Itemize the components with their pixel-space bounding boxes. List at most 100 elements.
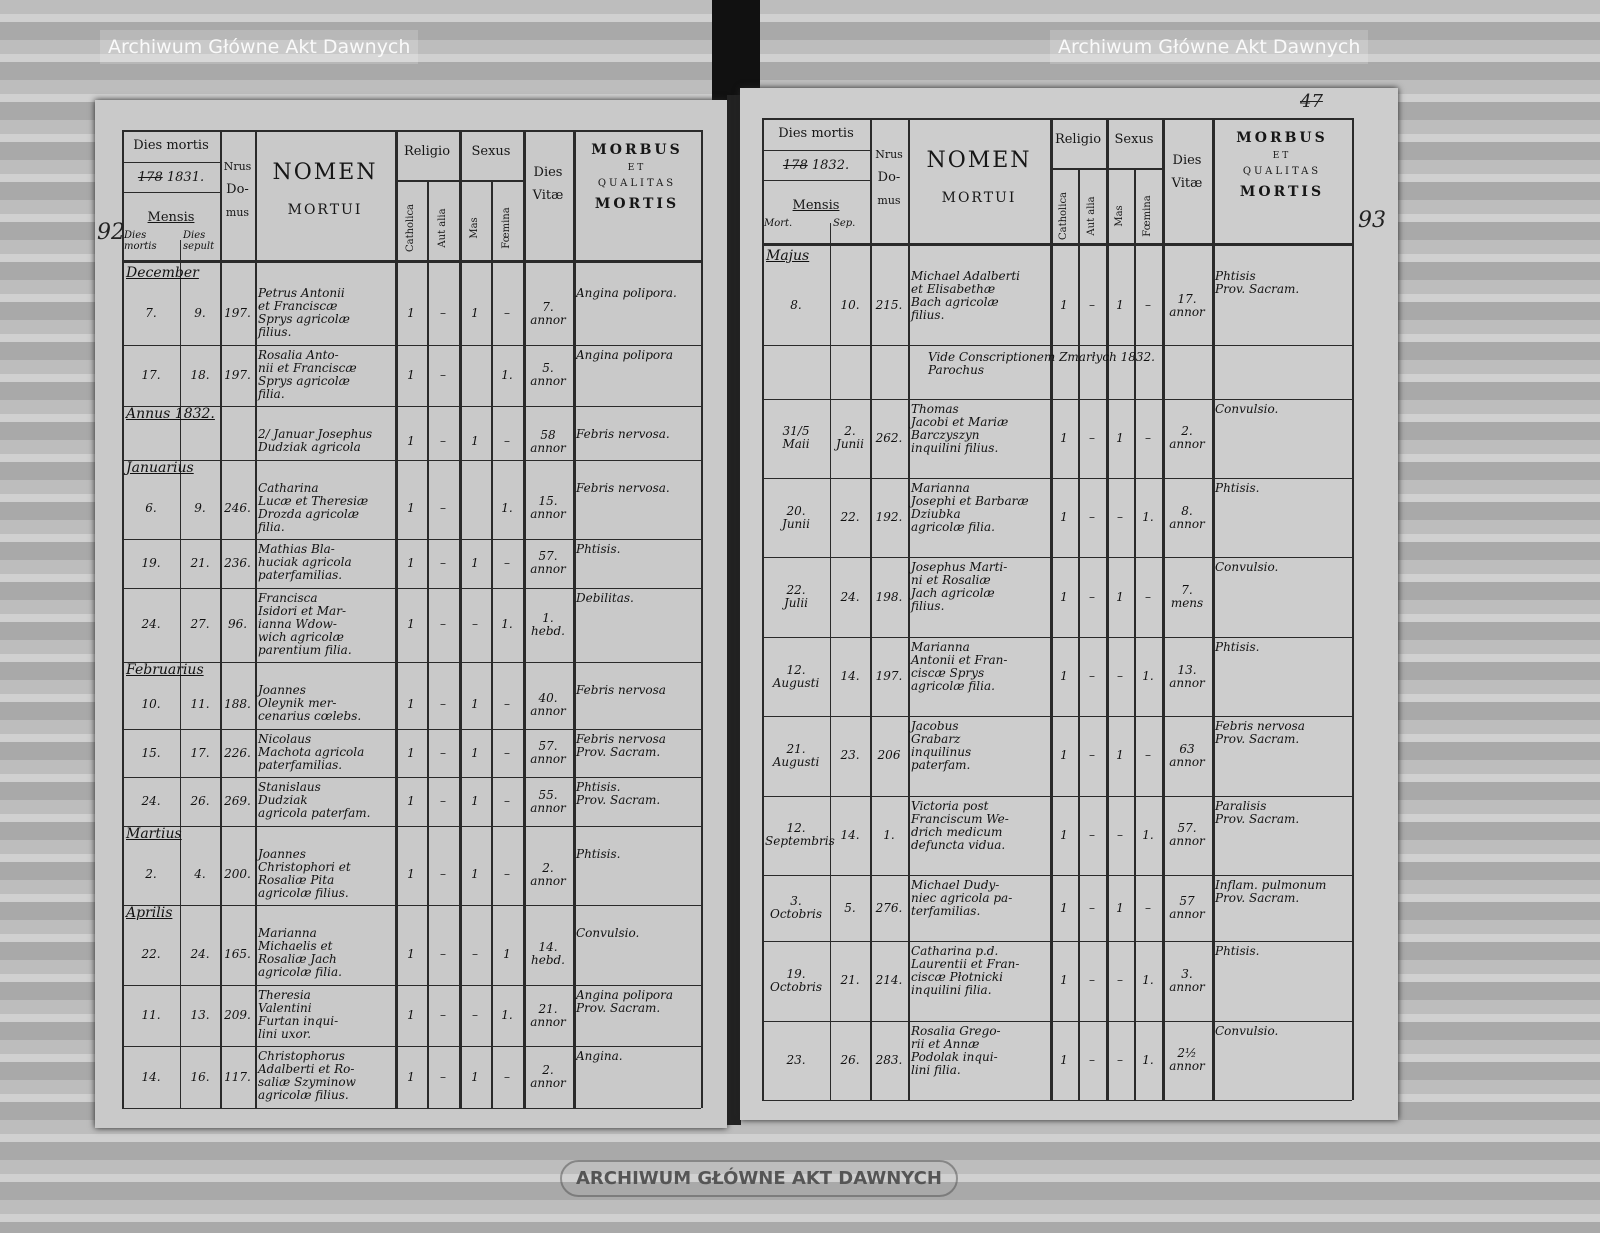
entry-mort: 12. Septembris	[765, 821, 835, 848]
entry-morbus: Phtisis.	[1215, 944, 1260, 958]
entry-vitae: 55. annor	[530, 788, 566, 815]
entry-domus: 276.	[875, 901, 903, 915]
entry-fem: –	[1145, 590, 1151, 604]
entry-fem: –	[1145, 431, 1151, 445]
entry-fem: –	[504, 1070, 510, 1084]
entry-vitae: 57. annor	[530, 739, 566, 766]
column-rule	[830, 223, 831, 1100]
archive-stamp-watermark: ARCHIWUM GŁÓWNE AKT DAWNYCH	[560, 1160, 958, 1197]
entry-nomen: Marianna Josephi et Barbaræ Dziubka agri…	[911, 481, 1029, 534]
month-label: December	[126, 265, 199, 281]
corner-note: 47	[1300, 91, 1323, 112]
entry-sep: 27.	[190, 617, 210, 631]
subheader-sep: Dies sepult	[183, 230, 215, 252]
entry-cath: 1	[1060, 973, 1068, 987]
entry-sep: 24.	[190, 947, 210, 961]
header-morbus: MORBUS	[1236, 130, 1328, 146]
header-nrus: Nrus	[223, 160, 252, 173]
entry-alia: –	[1089, 828, 1095, 842]
entry-fem: –	[1145, 901, 1151, 915]
entry-morbus: Phtisis.	[1215, 640, 1260, 654]
entry-morbus: Convulsio.	[576, 926, 640, 940]
subheader-mort: Mort.	[764, 218, 793, 229]
entry-nomen: Thomas Jacobi et Mariæ Barczyszyn inquil…	[911, 402, 1009, 455]
entry-alia: –	[1089, 973, 1095, 987]
entry-sep: 26.	[190, 794, 210, 808]
entry-sep: 4.	[194, 867, 206, 881]
entry-morbus: Phtisis.	[576, 847, 621, 861]
entry-mort: 21. Augusti	[772, 742, 820, 769]
entry-domus: 262.	[875, 431, 903, 445]
entry-mas: 1	[471, 697, 479, 711]
header-et: ET	[1272, 151, 1292, 161]
page-number: 92	[97, 220, 125, 245]
marginal-note: Vide Conscriptionem Zmarłych 1832. Paroc…	[928, 350, 1155, 378]
entry-alia: –	[440, 867, 446, 881]
entry-alia: –	[440, 556, 446, 570]
column-rule	[908, 118, 910, 1100]
entry-fem: 1.	[1142, 973, 1154, 987]
entry-cath: 1	[407, 434, 415, 448]
entry-morbus: Phtisis. Prov. Sacram.	[576, 780, 661, 807]
entry-mort: 12. Augusti	[772, 663, 820, 690]
header-bottom-rule	[122, 260, 701, 263]
column-rule	[459, 130, 462, 1108]
entry-vitae: 5. annor	[530, 361, 566, 388]
entry-sep: 5.	[844, 901, 856, 915]
header-religio: Religio	[403, 144, 451, 159]
entry-vitae: 14. hebd.	[530, 940, 565, 967]
entry-sep: 9.	[194, 501, 206, 515]
entry-morbus: Angina polipora Prov. Sacram.	[576, 988, 673, 1015]
column-rule	[1134, 168, 1136, 1100]
row-rule	[762, 399, 1352, 400]
entry-cath: 1	[1060, 1053, 1068, 1067]
column-rule	[701, 130, 703, 1108]
entry-domus: 165.	[224, 947, 251, 961]
entry-alia: –	[440, 501, 446, 515]
entry-nomen: Catharina p.d. Laurentii et Fran- ciscæ …	[911, 944, 1020, 997]
entry-sep: 23.	[840, 748, 860, 762]
entry-vitae: 17. annor	[1169, 292, 1205, 319]
book-spine	[712, 0, 760, 100]
row-rule	[122, 345, 701, 346]
row-rule	[122, 662, 701, 663]
entry-morbus: Febris nervosa Prov. Sacram.	[1215, 719, 1305, 746]
entry-mas: 1	[471, 794, 479, 808]
entry-nomen: 2/ Januar Josephus Dudziak agricola	[258, 427, 373, 454]
row-rule	[122, 826, 701, 827]
header-mensis: Mensis	[792, 198, 840, 213]
month-label: Annus 1832.	[126, 406, 215, 423]
entry-fem: 1.	[1142, 828, 1154, 842]
header-catholica: Catholica	[405, 203, 416, 253]
table-top-rule	[762, 118, 1352, 120]
entry-vitae: 63 annor	[1169, 742, 1205, 769]
entry-mas: 1	[1116, 901, 1124, 915]
subheader-sep: Sep.	[833, 218, 856, 229]
entry-nomen: Stanislaus Dudziak agricola paterfam.	[258, 780, 371, 820]
row-rule	[122, 539, 701, 540]
entry-alia: –	[440, 794, 446, 808]
entry-nomen: Jacobus Grabarz inquilinus paterfam.	[911, 719, 972, 772]
religio-sexus-rule	[395, 180, 523, 182]
entry-alia: –	[440, 617, 446, 631]
entry-mas: 1	[471, 746, 479, 760]
entry-mort: 22.	[141, 947, 161, 961]
page-number: 93	[1358, 208, 1386, 233]
entry-domus: 283.	[875, 1053, 903, 1067]
entry-morbus: Febris nervosa.	[576, 427, 670, 441]
header-domus: Do-	[877, 170, 901, 185]
header-domus-2: mus	[877, 194, 901, 207]
entry-mas: 1	[1116, 748, 1124, 762]
entry-cath: 1	[1060, 431, 1068, 445]
column-rule	[122, 130, 124, 1108]
entry-alia: –	[440, 434, 446, 448]
entry-cath: 1	[407, 501, 415, 515]
entry-cath: 1	[1060, 901, 1068, 915]
entry-alia: –	[440, 1008, 446, 1022]
header-mortui: MORTUI	[941, 190, 1017, 206]
entry-alia: –	[1089, 298, 1095, 312]
entry-mort: 24.	[141, 617, 161, 631]
entry-mort: 22. Julii	[783, 583, 809, 610]
entry-sep: 21.	[840, 973, 860, 987]
right-page: Dies mortis 178 1832. Mensis Mort. Sep. Nrus D…	[740, 88, 1398, 1120]
